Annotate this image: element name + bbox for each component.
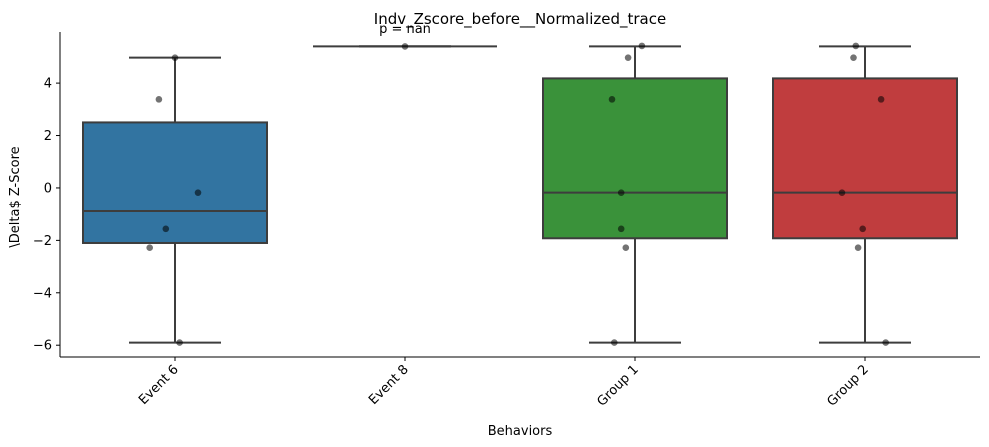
- x-tick-label: Event 6: [136, 362, 182, 408]
- x-tick-label: Event 8: [366, 362, 412, 408]
- y-tick-label: 4: [44, 77, 52, 92]
- y-axis-label: \Delta$ Z-Score: [8, 146, 23, 247]
- data-point: [638, 42, 646, 50]
- chart-title: Indv_Zscore_before__Normalized_trace: [374, 10, 666, 29]
- iqr-box: [82, 121, 268, 244]
- data-point: [611, 339, 618, 346]
- data-point: [617, 189, 625, 196]
- data-point: [401, 43, 409, 50]
- y-tick-label: −6: [33, 339, 52, 354]
- data-point: [617, 225, 625, 233]
- data-point: [176, 339, 183, 346]
- box-event-6: [82, 56, 268, 344]
- x-axis-label: Behaviors: [488, 424, 553, 439]
- x-tick-label: Group 1: [594, 362, 641, 409]
- y-tick-label: −4: [33, 286, 52, 301]
- p-value-annotation: p = nan: [379, 22, 431, 37]
- box-group-2: [772, 45, 958, 344]
- data-point: [194, 189, 202, 196]
- x-tick-label: Group 2: [824, 362, 871, 409]
- data-point: [622, 244, 630, 252]
- data-point: [838, 189, 846, 196]
- data-point: [146, 244, 153, 252]
- data-point: [859, 225, 866, 233]
- data-point: [882, 339, 889, 346]
- data-point: [852, 42, 860, 50]
- data-points: [146, 42, 889, 346]
- y-tick-label: 2: [44, 129, 52, 144]
- data-point: [155, 96, 163, 103]
- y-tick-label: 0: [44, 181, 52, 196]
- box-group-1: [542, 45, 728, 344]
- data-point: [877, 96, 885, 103]
- data-point: [624, 54, 632, 61]
- data-point: [162, 225, 170, 233]
- data-point: [854, 244, 862, 252]
- iqr-box: [772, 77, 958, 240]
- iqr-box: [542, 77, 728, 240]
- plot-area: [82, 42, 958, 346]
- data-point: [850, 54, 857, 61]
- y-tick-label: −2: [33, 234, 52, 249]
- data-point: [171, 54, 179, 61]
- data-point: [608, 96, 616, 103]
